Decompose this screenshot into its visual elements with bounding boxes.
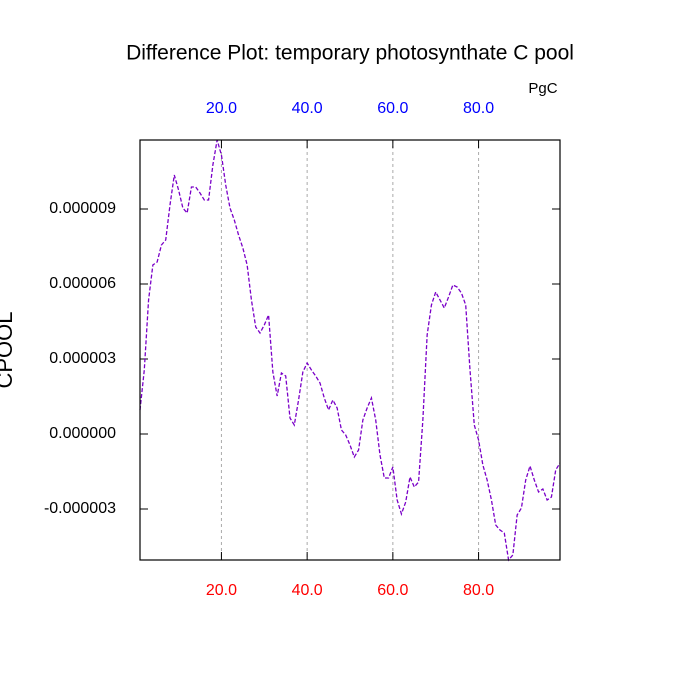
- y-tick-label: 0.000003: [49, 350, 116, 367]
- y-tick-label: -0.000003: [44, 500, 116, 517]
- data-line: [139, 139, 561, 562]
- x-tick-label: 20.0: [206, 582, 237, 599]
- x2-axis-label: PgC: [528, 80, 557, 97]
- x-tick-label: 60.0: [377, 582, 408, 599]
- chart-title: Difference Plot: temporary photosynthate…: [126, 42, 574, 65]
- y-axis-label: CPOOL: [0, 311, 17, 388]
- y-tick-label: 0.000006: [49, 275, 116, 292]
- y-tick-label: 0.000000: [49, 425, 116, 442]
- x2-tick-label: 40.0: [292, 100, 323, 117]
- x2-tick-label: 20.0: [206, 100, 237, 117]
- plot-frame: [139, 139, 561, 561]
- x-tick-label: 80.0: [463, 582, 494, 599]
- x2-tick-label: 60.0: [377, 100, 408, 117]
- y-tick-label: 0.000009: [49, 200, 116, 217]
- x-tick-label: 40.0: [292, 582, 323, 599]
- x2-tick-label: 80.0: [463, 100, 494, 117]
